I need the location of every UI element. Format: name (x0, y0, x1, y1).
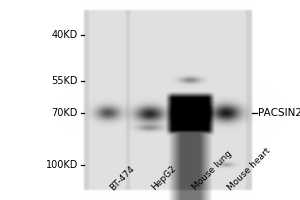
Text: HepG2: HepG2 (150, 164, 178, 192)
Text: 40KD: 40KD (52, 30, 78, 40)
Text: Mouse heart: Mouse heart (226, 146, 273, 192)
Text: 100KD: 100KD (46, 160, 78, 170)
Text: 70KD: 70KD (52, 108, 78, 118)
Text: 55KD: 55KD (52, 76, 78, 86)
Text: PACSIN2: PACSIN2 (258, 108, 300, 118)
Text: BT-474: BT-474 (108, 164, 136, 192)
Text: Mouse lung: Mouse lung (190, 149, 234, 192)
